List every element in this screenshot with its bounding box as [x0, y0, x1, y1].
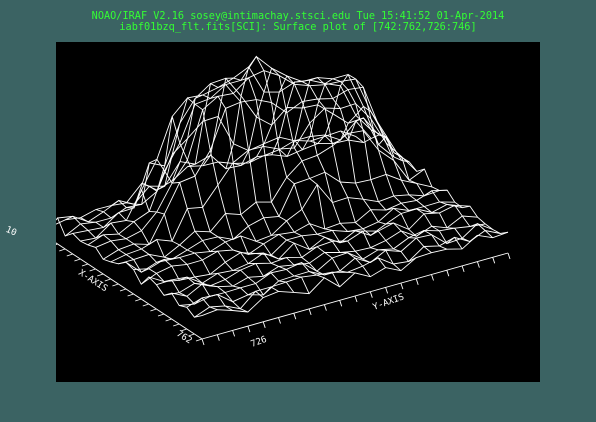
x-axis-tick: [150, 308, 157, 312]
x-axis-tick: [165, 318, 172, 322]
y-axis-tick: [507, 252, 511, 260]
mesh-column-line: [218, 55, 371, 277]
y-axis-tick: [400, 282, 404, 290]
mesh-row-line: [179, 223, 486, 306]
y-axis-tick: [232, 330, 236, 337]
plot-header-line-2: iabf01bzq_flt.fits[SCI]: Surface plot of…: [119, 20, 477, 33]
mesh-row-line: [72, 77, 380, 234]
mesh-column-line: [187, 82, 341, 288]
x-axis-tick: [74, 258, 81, 262]
x-axis-tick: [112, 283, 119, 287]
mesh-column-line: [95, 209, 249, 313]
mesh-row-line: [156, 203, 463, 286]
x-axis-tick: [56, 243, 58, 246]
x-axis-tick: [66, 253, 73, 257]
mesh-row-line: [125, 171, 433, 273]
mesh-column-line: [264, 81, 417, 263]
x-axis-tick: [59, 248, 66, 252]
x-axis-tick: [157, 313, 165, 317]
y-axis-label: Y-AXIS: [372, 292, 406, 313]
mesh-row-line: [95, 70, 402, 248]
mesh-row-line: [194, 230, 501, 318]
y-axis-tick: [339, 300, 343, 307]
mesh-row-line: [201, 231, 509, 317]
x-axis-tick: [180, 328, 187, 332]
mesh-column-line: [233, 67, 386, 268]
mesh-column-line: [325, 105, 478, 243]
mesh-column-line: [309, 73, 463, 250]
y-axis-tick: [354, 295, 358, 303]
mesh-column-line: [294, 78, 447, 250]
mesh-column-line: [202, 77, 356, 274]
x-axis-tick: [127, 293, 134, 297]
y-axis-tick: [247, 325, 251, 333]
x-axis-tick: [142, 303, 149, 307]
x-axis-tick: [135, 298, 142, 302]
y-axis-tick: [415, 278, 419, 285]
mesh-row-line: [148, 201, 455, 283]
y-axis-tick: [461, 265, 465, 273]
x-axis-tick: [173, 323, 180, 327]
plot-header-line-1: NOAO/IRAF V2.16 sosey@intimachay.stsci.e…: [91, 9, 505, 22]
mesh-column-line: [80, 217, 233, 311]
y-axis-tick: [262, 321, 266, 328]
mesh-row-line: [56, 130, 357, 225]
y-axis-tick: [476, 261, 480, 268]
x-axis-tick: [97, 273, 104, 277]
y-axis-tick: [293, 313, 297, 320]
y-axis-tick: [308, 308, 312, 316]
mesh-column-line: [126, 158, 279, 296]
y-axis-tick: [323, 304, 327, 311]
x-axis-tick: [81, 263, 89, 267]
mesh-row-line: [186, 223, 493, 308]
x-axis-tick: [188, 333, 195, 337]
x-axis-tick: [89, 268, 96, 272]
x-axis-tick: [119, 288, 127, 292]
mesh-column-line: [110, 188, 264, 298]
surface-plot-svg: X-AXIS 762 726 Y-AXIS 746: [56, 55, 511, 350]
y-axis-tick: [216, 334, 220, 341]
y-axis-tick: [431, 274, 434, 281]
surface-mesh: [56, 55, 509, 318]
mesh-column-line: [171, 94, 325, 279]
z-axis-tick-label: 10: [3, 225, 18, 239]
mesh-column-line: [156, 97, 310, 294]
mesh-row-line: [133, 183, 440, 271]
mesh-column-line: [141, 116, 295, 293]
y-axis-tick: [369, 291, 373, 298]
mesh-column-line: [279, 77, 432, 254]
x-axis-label: X-AXIS: [76, 268, 109, 294]
plot-axes: [56, 242, 511, 346]
y-axis-tick: [385, 287, 389, 294]
x-axis-tick: [104, 278, 111, 282]
y-axis-start-label: 726: [250, 335, 269, 350]
y-axis-tick: [278, 317, 281, 324]
mesh-column-line: [340, 117, 494, 239]
mesh-column-line: [65, 215, 218, 311]
y-axis-tick: [492, 257, 496, 264]
y-axis-tick: [446, 270, 450, 277]
surface-plot-canvas: X-AXIS 762 726 Y-AXIS 746: [56, 42, 540, 382]
x-axis-tick: [195, 338, 203, 342]
mesh-row-line: [87, 55, 395, 246]
y-axis-tick: [201, 338, 205, 346]
mesh-column-line: [355, 134, 509, 234]
mesh-column-line: [248, 75, 402, 272]
mesh-row-line: [163, 204, 471, 296]
mesh-column-line: [56, 217, 203, 318]
